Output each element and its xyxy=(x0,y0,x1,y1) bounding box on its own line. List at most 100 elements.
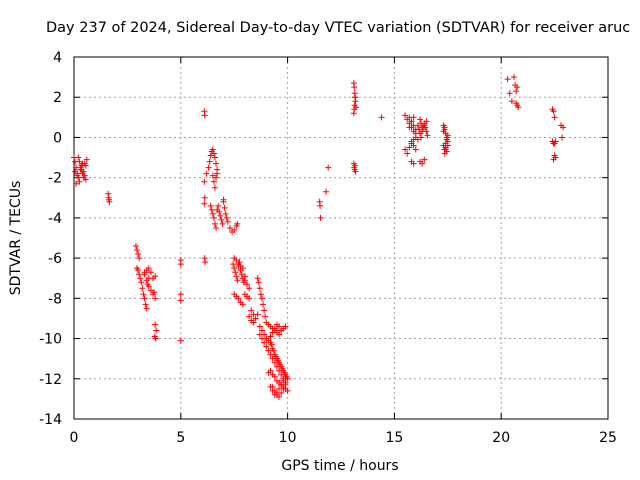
data-point xyxy=(325,164,332,171)
data-point xyxy=(73,180,80,187)
data-point xyxy=(203,170,210,177)
x-tick-label: 25 xyxy=(599,430,617,446)
data-point xyxy=(284,387,291,394)
data-point xyxy=(351,84,358,91)
data-point xyxy=(201,112,208,119)
data-point xyxy=(79,170,86,177)
data-point xyxy=(235,295,242,302)
data-point xyxy=(441,150,448,157)
data-point xyxy=(211,184,218,191)
data-point xyxy=(418,120,425,127)
data-point xyxy=(258,327,265,334)
data-point xyxy=(207,152,214,159)
data-point xyxy=(147,269,154,276)
data-point xyxy=(263,343,270,350)
data-point xyxy=(378,114,385,121)
data-point xyxy=(177,337,184,344)
data-point xyxy=(209,146,216,153)
data-point xyxy=(282,323,289,330)
data-point xyxy=(217,212,224,219)
data-point xyxy=(443,136,450,143)
data-point xyxy=(417,116,424,123)
data-point xyxy=(440,128,447,135)
data-point xyxy=(213,224,220,231)
data-point xyxy=(513,88,520,95)
data-point xyxy=(137,275,144,282)
y-tick-label: -6 xyxy=(48,251,62,267)
data-point xyxy=(152,273,159,280)
data-point xyxy=(233,257,240,264)
data-point xyxy=(406,114,413,121)
x-tick-label: 15 xyxy=(385,430,403,446)
data-point xyxy=(76,158,83,165)
data-point xyxy=(257,291,264,298)
data-point xyxy=(260,301,267,308)
data-point xyxy=(404,150,411,157)
data-point xyxy=(352,162,359,169)
data-point xyxy=(418,134,425,141)
data-point xyxy=(265,337,272,344)
data-point xyxy=(201,194,208,201)
data-point xyxy=(408,138,415,145)
data-point xyxy=(221,204,228,211)
data-point xyxy=(419,160,426,167)
grid-lines xyxy=(74,57,608,419)
data-point xyxy=(250,319,257,326)
data-point xyxy=(222,210,229,217)
data-point xyxy=(201,200,208,207)
x-tick-label: 20 xyxy=(492,430,510,446)
data-point xyxy=(417,130,424,137)
data-point xyxy=(246,313,253,320)
data-point xyxy=(205,164,212,171)
data-point xyxy=(231,265,238,272)
data-point xyxy=(135,267,142,274)
data-point xyxy=(276,323,283,330)
data-point xyxy=(276,385,283,392)
data-point xyxy=(213,160,220,167)
data-point xyxy=(201,178,208,185)
data-point xyxy=(82,162,89,169)
data-point xyxy=(218,216,225,223)
data-point xyxy=(261,339,268,346)
y-tick-label: 2 xyxy=(53,90,62,106)
data-point xyxy=(241,277,248,284)
data-point xyxy=(232,269,239,276)
data-point xyxy=(139,285,146,292)
data-point xyxy=(511,74,518,81)
data-point xyxy=(265,347,272,354)
data-point xyxy=(273,389,280,396)
data-point xyxy=(268,341,275,348)
data-point xyxy=(508,98,515,105)
data-point xyxy=(269,387,276,394)
data-point xyxy=(230,261,237,268)
data-point xyxy=(352,94,359,101)
data-point xyxy=(254,311,261,318)
data-point xyxy=(239,301,246,308)
data-point xyxy=(138,279,145,286)
data-point xyxy=(414,136,421,143)
data-point xyxy=(177,297,184,304)
data-point xyxy=(74,172,81,179)
data-point xyxy=(244,281,251,288)
data-point xyxy=(206,158,213,165)
data-point xyxy=(238,271,245,278)
data-point xyxy=(83,156,90,163)
data-point xyxy=(219,220,226,227)
data-point xyxy=(210,150,217,157)
data-point xyxy=(78,166,85,173)
data-point xyxy=(256,331,263,338)
x-axis: 0 5 10 15 20 25 xyxy=(70,57,617,446)
data-point xyxy=(75,154,82,161)
data-point xyxy=(559,134,566,141)
y-axis: -14 -12 -10 -8 -6 -4 -2 0 2 4 xyxy=(39,50,608,428)
x-tick-label: 0 xyxy=(70,430,79,446)
data-point xyxy=(261,307,268,314)
data-point xyxy=(424,132,431,139)
data-point xyxy=(504,76,511,83)
data-point xyxy=(208,206,215,213)
data-point xyxy=(147,287,154,294)
y-tick-label: -14 xyxy=(39,412,62,428)
data-point xyxy=(136,255,143,262)
data-point xyxy=(177,261,184,268)
